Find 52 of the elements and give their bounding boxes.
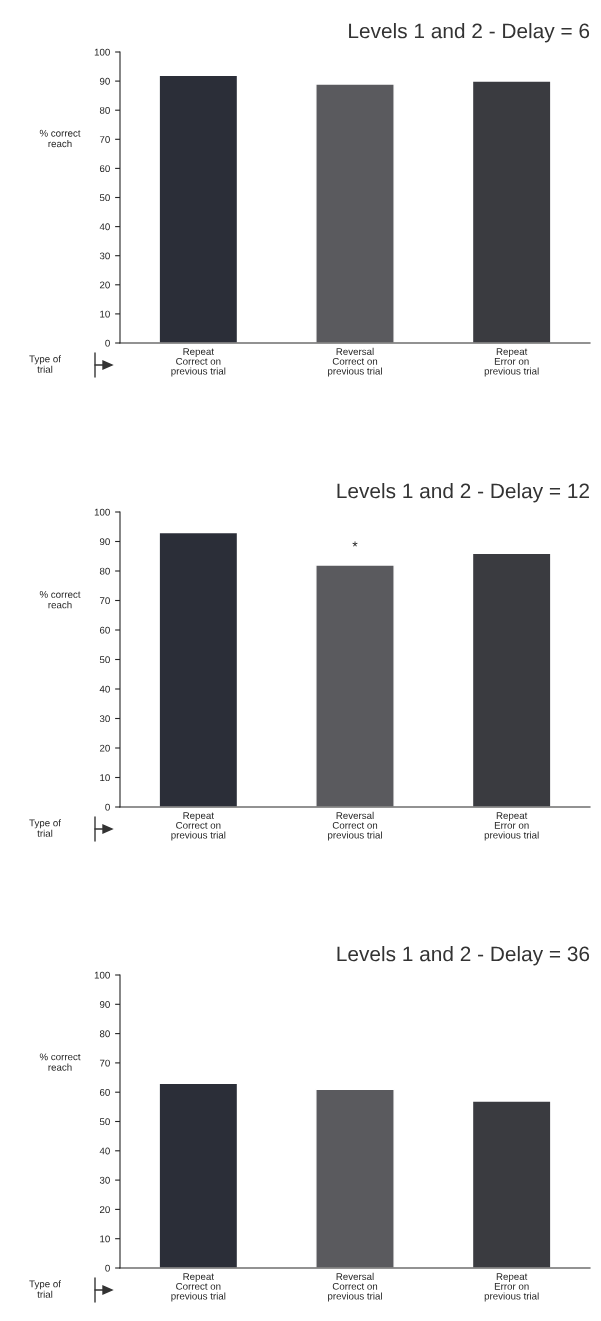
y-tick-label: 30 <box>99 715 110 723</box>
x-tick-label: Repeat Correct on previous trial <box>171 348 226 377</box>
y-tick-label: 70 <box>99 1059 110 1067</box>
y-tick-label: 0 <box>105 339 110 347</box>
y-tick-label: 80 <box>99 106 110 114</box>
x-tick-label: Reversal Correct on previous trial <box>328 811 382 841</box>
x-tick-label: Repeat Correct on previous trial <box>171 1273 226 1302</box>
y-tick-label: 90 <box>99 1001 110 1008</box>
y-tick-label: 60 <box>99 626 110 634</box>
y-tick-label: 60 <box>99 1088 110 1096</box>
y-tick-label: 30 <box>99 252 110 260</box>
x-axis-title: Type of trial <box>29 819 61 837</box>
x-tick-label: Repeat Error on previous trial <box>484 1273 539 1302</box>
y-tick-label: 100 <box>94 971 110 979</box>
y-tick-label: 100 <box>94 48 110 56</box>
chart-title: Levels 1 and 2 - Delay = 6 <box>349 23 590 43</box>
y-tick-label: 40 <box>99 223 110 231</box>
y-tick-label: 20 <box>99 1206 110 1214</box>
y-tick-label: 20 <box>99 281 110 289</box>
y-tick-label: 50 <box>99 1118 110 1126</box>
x-tick-label: Reversal Correct on previous trial <box>328 1272 382 1302</box>
y-tick-label: 80 <box>99 1030 110 1038</box>
y-tick-label: 10 <box>100 774 110 782</box>
y-tick-label: 40 <box>99 685 110 693</box>
x-tick-label: Reversal Correct on previous trial <box>328 347 382 377</box>
y-tick-label: 100 <box>94 508 110 516</box>
x-tick-label: Repeat Correct on previous trial <box>171 812 226 841</box>
y-tick-label: 0 <box>105 803 110 811</box>
y-tick-label: 70 <box>99 136 110 143</box>
y-axis-title: % correct reach <box>39 129 81 148</box>
y-tick-label: 0 <box>105 1264 110 1272</box>
y-tick-label: 80 <box>99 567 110 575</box>
y-tick-label: 90 <box>99 77 110 85</box>
y-tick-label: 60 <box>99 165 110 173</box>
y-tick-label: 50 <box>99 194 110 202</box>
y-tick-label: 10 <box>100 1235 110 1243</box>
y-axis-title: % correct reach <box>39 591 81 609</box>
y-axis-title: % correct reach <box>39 1053 81 1071</box>
y-tick-label: 30 <box>99 1176 110 1184</box>
y-tick-label: 50 <box>99 656 110 664</box>
x-axis-title: Type of trial <box>29 1280 61 1298</box>
y-tick-label: 40 <box>99 1147 110 1155</box>
y-tick-label: 20 <box>99 744 110 752</box>
y-tick-label: 10 <box>100 310 110 318</box>
x-tick-label: Repeat Error on previous trial <box>484 812 539 841</box>
chart-title: Levels 1 and 2 - Delay = 36 <box>337 946 590 966</box>
annotation: * <box>352 541 358 547</box>
x-tick-label: Repeat Error on previous trial <box>484 348 539 377</box>
x-axis-title: Type of trial <box>29 355 61 373</box>
chart-title: Levels 1 and 2 - Delay = 12 <box>337 483 589 503</box>
y-tick-label: 70 <box>99 597 110 605</box>
y-tick-label: 90 <box>99 538 110 546</box>
